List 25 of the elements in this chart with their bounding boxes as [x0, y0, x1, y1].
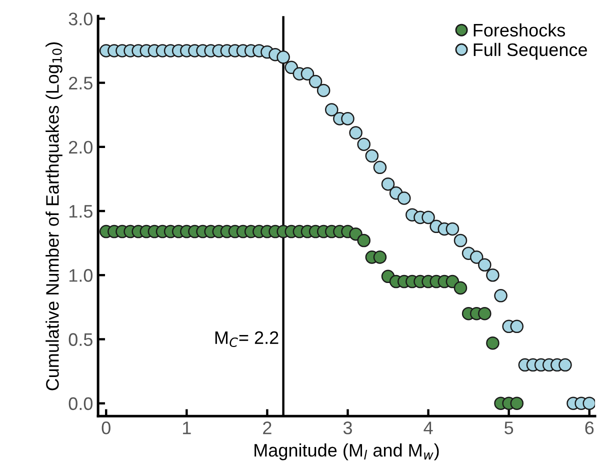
x-tick-label: 2 — [263, 422, 272, 434]
y-tick-label: 1.5 — [69, 205, 92, 218]
x-axis-title: Magnitude (M$_{l}$ and M$_{w}$) — [254, 443, 439, 460]
y-tick-label: 0.0 — [68, 397, 93, 410]
x-tick-label: 4 — [424, 422, 433, 434]
x-tick-label: 5 — [504, 422, 514, 434]
y-tick-label: 0.5 — [68, 333, 92, 346]
point — [373, 250, 387, 264]
ref-line-label: M$_{C}$= 2.2 — [215, 331, 278, 348]
x-tick-label: 0 — [102, 422, 110, 434]
x-tick-label: 1 — [183, 422, 191, 434]
point — [510, 396, 524, 410]
point — [486, 336, 500, 350]
legend-label: Full Sequence — [474, 42, 587, 60]
point — [357, 234, 370, 248]
y-tick-label: 1.0 — [69, 269, 93, 282]
y-tick-label: 2.5 — [69, 76, 92, 90]
y-axis-title: Cumulative Number of Earthquakes (Log$_{10}$) — [46, 42, 62, 390]
point — [454, 281, 468, 295]
legend-label: Foreshocks — [474, 23, 566, 37]
x-tick-label: 3 — [343, 422, 352, 434]
y-tick-label: 3.0 — [68, 12, 93, 26]
x-tick-label: 6 — [585, 422, 594, 434]
point — [478, 306, 492, 320]
y-tick-label: 2.0 — [69, 140, 93, 154]
